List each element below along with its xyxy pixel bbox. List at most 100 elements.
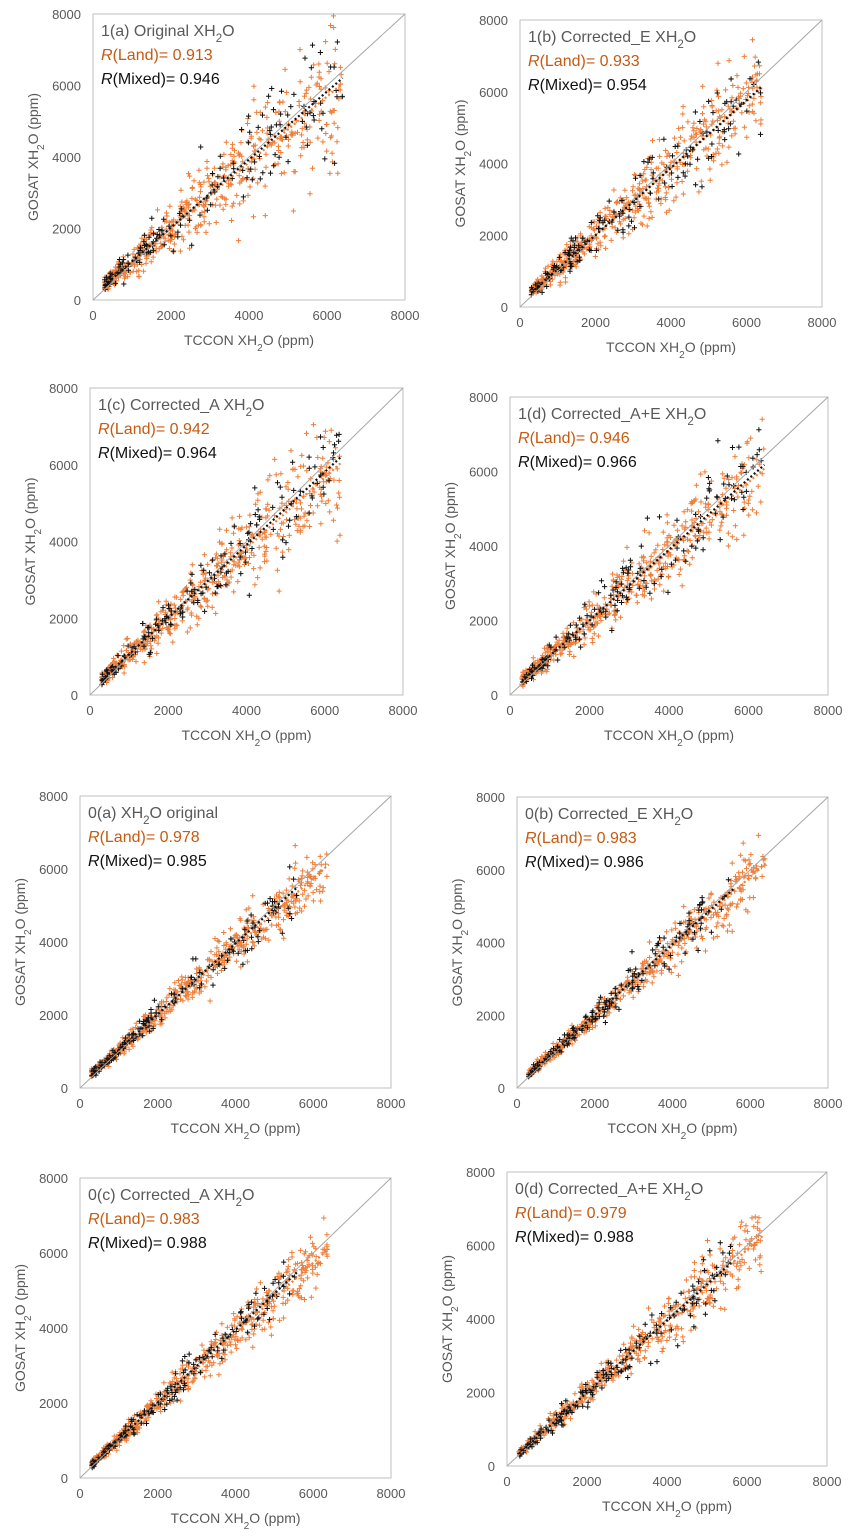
point-land	[536, 284, 542, 290]
point-land	[155, 1404, 161, 1410]
point-land	[105, 676, 111, 682]
point-land	[251, 143, 257, 149]
point-mixed	[602, 217, 608, 223]
point-mixed	[115, 1049, 121, 1055]
point-land	[205, 603, 211, 609]
point-land	[654, 962, 660, 968]
point-mixed	[531, 1062, 537, 1068]
point-land	[106, 1444, 112, 1450]
point-land	[129, 647, 135, 653]
point-land	[122, 268, 128, 274]
point-mixed	[573, 251, 579, 257]
point-mixed	[117, 256, 123, 263]
point-land	[222, 196, 228, 202]
point-land	[551, 1421, 557, 1427]
point-mixed	[138, 1420, 144, 1426]
point-mixed	[564, 636, 570, 642]
point-mixed	[528, 292, 534, 298]
point-land	[566, 256, 572, 262]
point-land	[599, 1006, 605, 1012]
point-land	[121, 269, 127, 275]
point-land	[130, 1034, 137, 1041]
point-land	[113, 1047, 119, 1054]
point-land	[96, 1062, 102, 1069]
point-land	[532, 1429, 538, 1435]
point-land	[538, 1058, 544, 1064]
point-mixed	[555, 266, 561, 273]
point-land	[701, 147, 707, 153]
point-land	[547, 269, 553, 275]
point-mixed	[334, 39, 340, 45]
point-land	[90, 1459, 97, 1465]
point-land	[134, 254, 141, 260]
point-land	[89, 1459, 96, 1465]
point-mixed	[138, 1026, 144, 1032]
point-land	[220, 959, 226, 965]
point-land	[749, 79, 755, 85]
point-land	[238, 526, 244, 532]
point-land	[152, 1402, 158, 1408]
point-land	[543, 1057, 549, 1063]
point-land	[724, 905, 730, 911]
point-land	[575, 1402, 581, 1408]
point-land	[158, 1004, 165, 1010]
point-land	[739, 869, 746, 875]
point-mixed	[228, 936, 234, 942]
point-land	[731, 125, 737, 132]
point-land	[133, 645, 139, 651]
point-land	[92, 1458, 98, 1465]
point-land	[572, 1030, 578, 1036]
point-land	[554, 264, 560, 270]
point-land	[656, 137, 662, 143]
point-land	[147, 1404, 153, 1410]
point-land	[187, 577, 193, 583]
point-land	[138, 1411, 144, 1417]
point-land	[542, 1060, 548, 1066]
point-land	[138, 1414, 144, 1420]
point-land	[614, 572, 620, 578]
point-land	[683, 524, 689, 530]
point-land	[521, 675, 527, 681]
point-land	[267, 910, 273, 916]
point-mixed	[568, 261, 574, 267]
point-mixed	[215, 583, 221, 589]
point-land	[703, 504, 709, 510]
point-land	[741, 124, 747, 130]
point-land	[584, 1025, 590, 1031]
point-land	[301, 1278, 307, 1284]
point-land	[149, 225, 155, 231]
point-mixed	[191, 600, 197, 606]
point-land	[638, 970, 644, 976]
point-mixed	[561, 1032, 568, 1038]
point-mixed	[627, 206, 633, 213]
point-mixed	[618, 599, 625, 606]
point-land	[688, 136, 694, 142]
point-land	[564, 637, 570, 643]
point-land	[557, 1414, 563, 1420]
point-mixed	[628, 218, 635, 224]
point-land	[113, 268, 119, 274]
point-land	[101, 1451, 107, 1457]
point-land	[565, 637, 571, 643]
point-land	[542, 1053, 548, 1059]
y-tick-label: 8000	[476, 790, 505, 805]
point-land	[689, 499, 695, 505]
point-land	[276, 99, 282, 105]
point-mixed	[662, 963, 668, 969]
one-to-one-line	[509, 396, 829, 696]
point-land	[563, 1408, 569, 1414]
point-mixed	[736, 444, 742, 450]
point-land	[111, 1050, 117, 1056]
point-mixed	[195, 597, 201, 603]
point-land	[236, 238, 242, 244]
point-land	[122, 1039, 128, 1045]
point-land	[162, 219, 168, 225]
point-land	[524, 668, 530, 675]
point-land	[536, 285, 542, 291]
point-land	[239, 153, 245, 159]
point-land	[137, 251, 143, 257]
point-mixed	[625, 982, 631, 988]
point-land	[276, 533, 282, 539]
point-land	[167, 238, 174, 244]
point-mixed	[538, 662, 544, 668]
